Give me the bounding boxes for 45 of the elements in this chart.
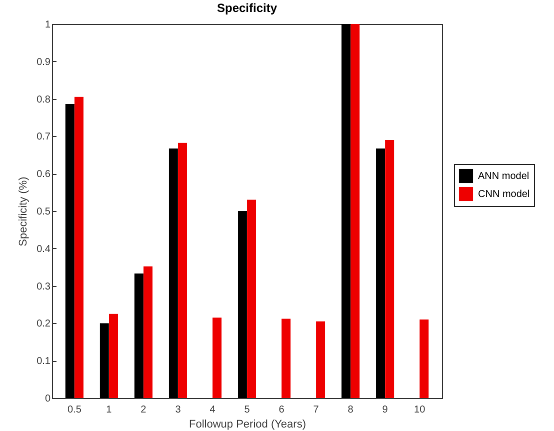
x-tick-label: 7 [313,404,320,416]
bar [342,24,350,398]
bar [74,96,84,398]
bar [134,273,144,398]
bar [316,321,326,398]
y-tick-label: 0.3 [36,281,51,292]
bar [108,314,118,398]
x-tick-label: 5 [244,404,250,416]
bar [282,318,291,398]
bar [144,266,152,398]
bar [385,140,394,398]
y-tick-label: 0.6 [36,169,51,180]
x-axis-title: Followup Period (Years) [189,418,306,430]
bar [350,24,360,398]
bar [168,148,178,398]
x-tick-label: 2 [140,404,147,416]
legend-label: ANN model [478,171,530,182]
bar [65,104,74,398]
y-tick-label: 1 [44,20,51,30]
bar [212,318,222,398]
x-tick-label: 1 [106,404,112,416]
y-tick-label: 0.4 [36,244,51,255]
y-tick-label: 0.7 [36,132,51,143]
x-tick-label: 8 [348,404,354,416]
bar [178,142,188,398]
y-tick-label: 0 [44,394,51,404]
x-tick-label: 3 [175,404,182,416]
y-tick-label: 0.9 [36,56,51,68]
bar [100,323,109,398]
y-axis-title: Specificity (%) [18,176,30,246]
chart-title: Specificity [216,1,278,15]
x-tick-label: 9 [382,404,388,416]
bar [238,211,247,398]
x-tick-label: 6 [278,404,285,416]
legend-label: CNN model [478,189,530,200]
y-tick-label: 0.1 [36,356,51,368]
bar [376,148,386,398]
bar [247,200,256,398]
x-tick-label: 0.5 [67,404,82,416]
bar [420,319,429,398]
y-tick-label: 0.8 [36,94,51,106]
y-tick-label: 0.2 [36,318,51,330]
x-tick-label: 4 [210,404,216,416]
x-tick-label: 10 [414,404,426,416]
y-tick-label: 0.5 [36,206,51,218]
